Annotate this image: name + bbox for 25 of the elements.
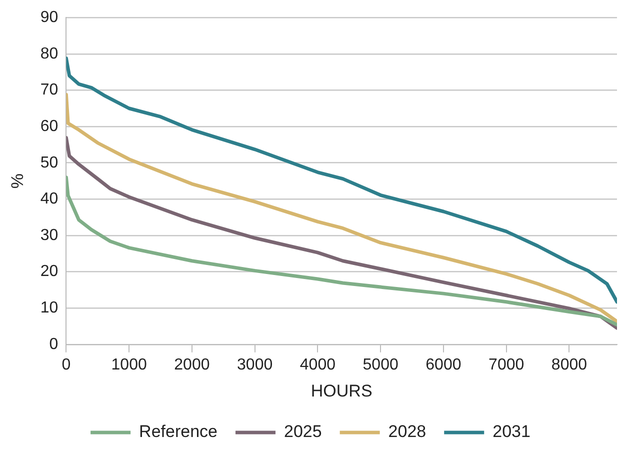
x-tick-label: 8000: [551, 356, 588, 374]
x-tick-label: 5000: [362, 356, 398, 374]
x-tick-label: 6000: [426, 356, 462, 374]
y-tick-label: 10: [40, 299, 58, 316]
legend-label: Reference: [139, 422, 218, 442]
y-tick-label: 40: [40, 190, 58, 208]
y-tick-label: 20: [40, 263, 58, 280]
legend-label: 2031: [492, 422, 530, 442]
y-tick-label: 50: [40, 154, 58, 172]
legend-label: 2028: [388, 422, 426, 442]
x-axis-title: HOURS: [310, 381, 372, 400]
y-tick-label: 90: [40, 9, 58, 26]
y-tick-label: 60: [40, 118, 58, 135]
y-tick-label: 0: [49, 336, 58, 353]
x-tick-label: 0: [62, 356, 71, 374]
y-tick-label: 80: [40, 45, 58, 62]
x-tick-label: 1000: [111, 356, 147, 374]
y-tick-label: 30: [40, 226, 58, 244]
x-tick-label: 4000: [300, 356, 336, 374]
legend-label: 2025: [284, 422, 322, 442]
x-tick-label: 7000: [488, 356, 524, 374]
y-axis-title: %: [8, 173, 27, 189]
x-tick-label: 3000: [237, 356, 273, 374]
y-tick-label: 70: [40, 82, 58, 99]
x-tick-label: 2000: [174, 356, 210, 374]
